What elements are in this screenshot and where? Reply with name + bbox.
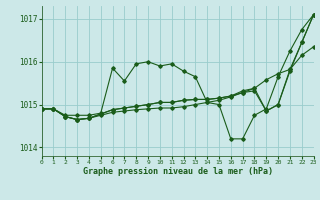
X-axis label: Graphe pression niveau de la mer (hPa): Graphe pression niveau de la mer (hPa) bbox=[83, 167, 273, 176]
